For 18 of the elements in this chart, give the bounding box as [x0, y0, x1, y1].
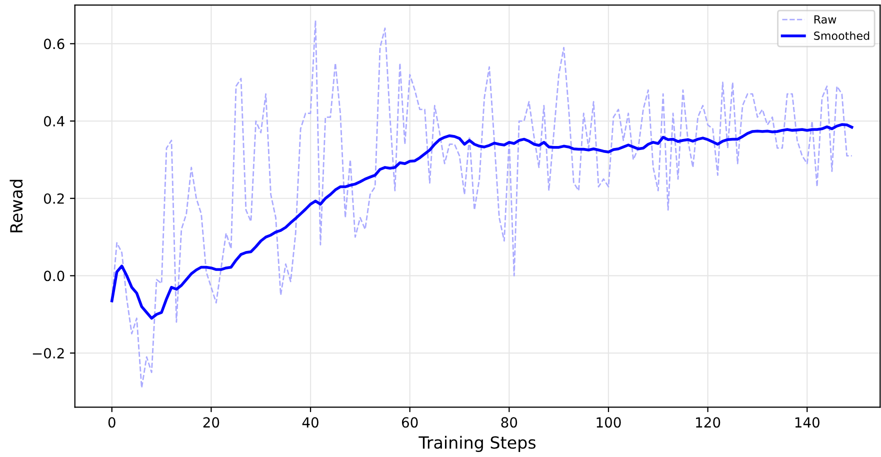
y-tick-label: −0.2 [32, 348, 64, 359]
x-tick-label: 80 [501, 417, 518, 428]
x-tick-label: 120 [696, 417, 720, 428]
line-series [110, 123, 854, 320]
x-axis-title: Training Steps [418, 436, 536, 452]
x-tick-label: 100 [596, 417, 621, 428]
x-tick-label: 20 [203, 417, 220, 428]
y-tick-label: 0.4 [44, 116, 64, 127]
y-axis-title: Rewad [10, 180, 23, 232]
legend-label: Raw [814, 15, 836, 24]
x-tick-label: 60 [402, 417, 418, 428]
y-tick-label: 0.2 [44, 193, 64, 204]
x-tick-label: 40 [302, 417, 318, 428]
y-tick-label: 0.6 [44, 38, 64, 50]
x-tick-label: 0 [108, 417, 116, 428]
y-tick-label: 0.0 [44, 270, 64, 282]
legend-label: Smoothed [814, 31, 870, 40]
x-tick-label: 140 [795, 417, 820, 428]
